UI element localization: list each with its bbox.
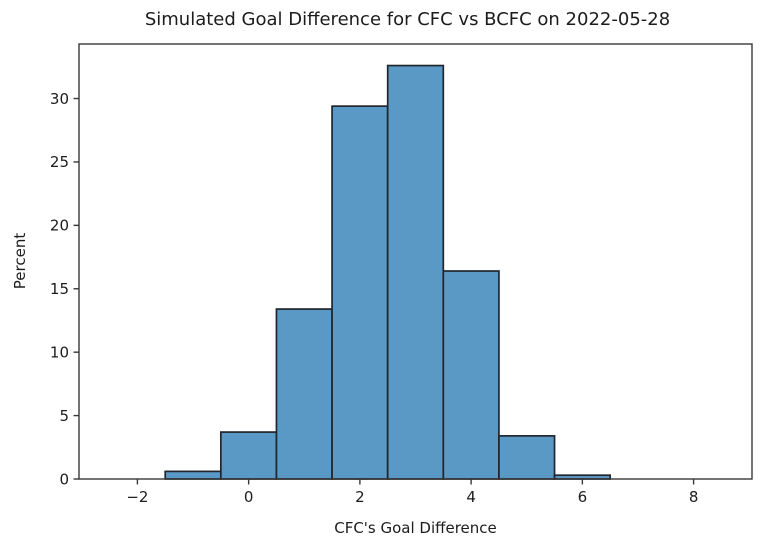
y-tick-label: 25	[50, 153, 69, 171]
histogram-bar	[386, 64, 445, 480]
y-tick-label: 15	[50, 280, 69, 298]
histogram-bar	[275, 308, 333, 480]
x-tick-label: −2	[126, 488, 148, 506]
x-tick-label: 2	[355, 488, 365, 506]
y-tick-label: 20	[50, 217, 69, 235]
axes-spines	[78, 43, 753, 480]
chart-title: Simulated Goal Difference for CFC vs BCF…	[144, 9, 671, 30]
histogram-bar	[331, 105, 389, 480]
x-tick-label: 4	[466, 488, 476, 506]
histogram-bar	[164, 470, 222, 480]
x-tick-label: 8	[689, 488, 699, 506]
x-axis-label: CFC's Goal Difference	[334, 519, 497, 537]
x-tick-label: 6	[578, 488, 588, 506]
histogram-bar	[219, 431, 278, 480]
y-tick-label: 0	[59, 470, 69, 488]
y-tick-label: 5	[59, 407, 69, 425]
histogram-bar	[442, 270, 500, 480]
x-tick-label: 0	[244, 488, 254, 506]
histogram-bar	[498, 435, 556, 480]
y-tick-label: 10	[50, 343, 69, 361]
y-tick-label: 30	[50, 90, 69, 108]
